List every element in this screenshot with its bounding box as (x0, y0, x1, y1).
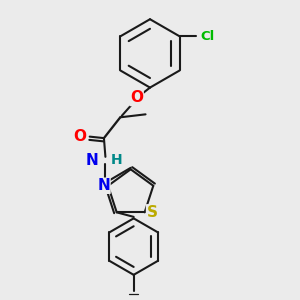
Text: S: S (147, 205, 158, 220)
Text: O: O (130, 91, 143, 106)
Text: H: H (111, 153, 122, 167)
Text: N: N (97, 178, 110, 193)
Text: O: O (73, 129, 86, 144)
Text: N: N (85, 153, 98, 168)
Text: Cl: Cl (200, 30, 215, 43)
